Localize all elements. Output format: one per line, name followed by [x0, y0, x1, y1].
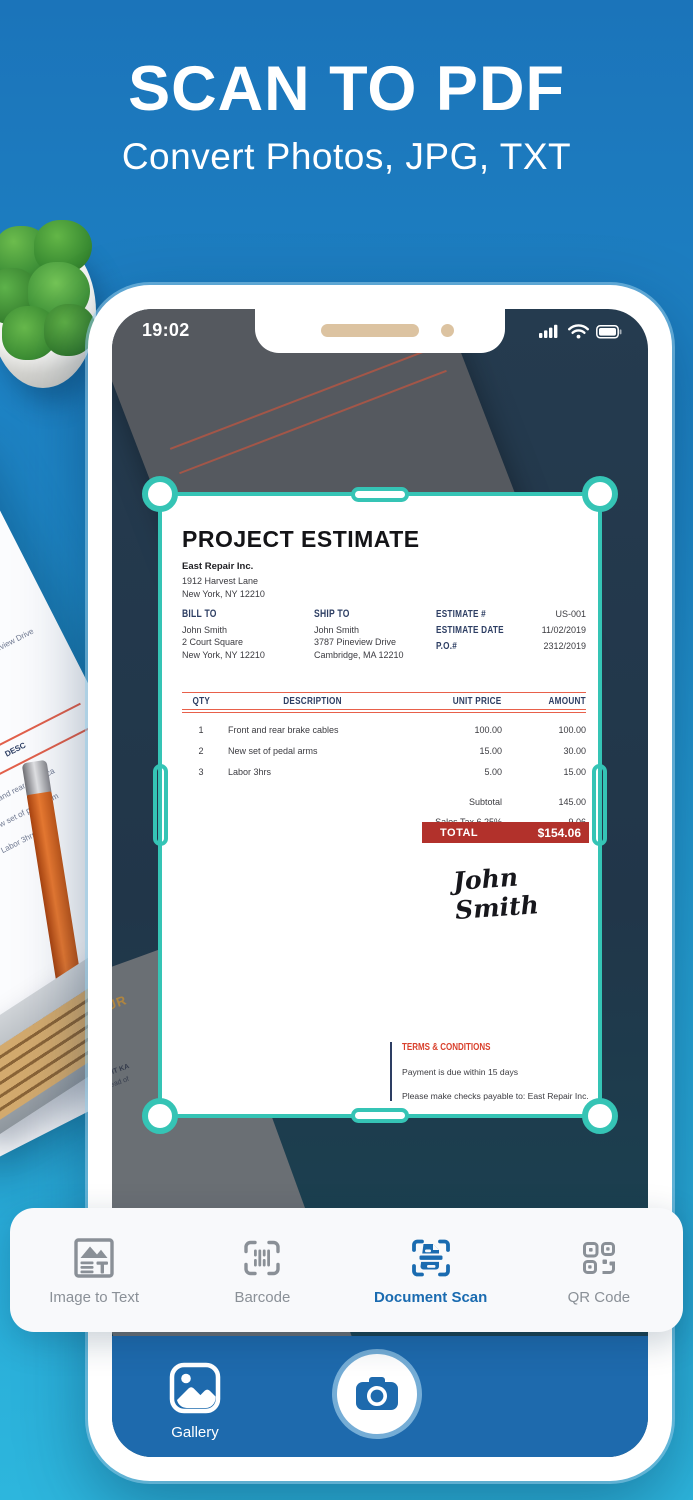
document-scan-icon [411, 1239, 450, 1276]
scan-handle-left[interactable] [153, 764, 168, 846]
status-time: 19:02 [142, 320, 190, 340]
tab-qr-code[interactable]: QR Code [515, 1208, 683, 1332]
headline: SCAN TO PDF Convert Photos, JPG, TXT [0, 56, 693, 178]
shutter-button[interactable] [337, 1354, 417, 1434]
estimate-meta: ESTIMATE # US-001 ESTIMATE DATE 11/02/2019… [436, 608, 586, 652]
wifi-icon [568, 324, 589, 339]
tab-barcode[interactable]: Barcode [178, 1208, 346, 1332]
tab-label: Barcode [234, 1288, 291, 1306]
front-camera [441, 324, 454, 337]
scan-handle-top-left[interactable] [142, 476, 178, 512]
barcode-icon [244, 1240, 281, 1275]
ship-to-block: SHIP TO John Smith 3787 Pineview Drive C… [314, 608, 404, 660]
tab-image-to-text[interactable]: Image to Text [10, 1208, 178, 1332]
potted-plant [0, 220, 114, 400]
page-subtitle: Convert Photos, JPG, TXT [121, 136, 572, 178]
tab-label: QR Code [567, 1288, 631, 1306]
gallery-icon [169, 1362, 221, 1414]
image-to-text-icon [74, 1237, 114, 1278]
scan-handle-right[interactable] [592, 764, 607, 846]
scan-handle-top-right[interactable] [582, 476, 618, 512]
scan-handle-bottom-left[interactable] [142, 1098, 178, 1134]
scan-handle-top[interactable] [351, 487, 409, 502]
camera-icon [356, 1377, 398, 1410]
scan-handle-bottom-right[interactable] [582, 1098, 618, 1134]
status-bar: 19:02 [112, 309, 648, 359]
table-header: QTY DESCRIPTION UNIT PRICE AMOUNT [182, 692, 586, 710]
table-row: 1 Front and rear brake cables 100.00 100… [198, 725, 586, 735]
company-block: East Repair Inc. 1912 Harvest Lane New Y… [182, 561, 265, 599]
terms-block: TERMS & CONDITIONS Payment is due within… [390, 1042, 589, 1101]
scanned-document: PROJECT ESTIMATE East Repair Inc. 1912 H… [162, 496, 598, 1114]
tab-label: Document Scan [373, 1288, 488, 1306]
gallery-label: Gallery [171, 1424, 219, 1441]
signal-icon [539, 324, 558, 338]
tab-document-scan[interactable]: Document Scan [347, 1208, 515, 1332]
table-row: 3 Labor 3hrs 5.00 15.00 [198, 767, 586, 777]
battery-icon [596, 324, 622, 339]
gallery-button[interactable] [168, 1361, 222, 1415]
subtotal-row: Subtotal 145.00 [468, 797, 586, 807]
total-bar: TOTAL $154.06 [422, 822, 589, 843]
table-row: 2 New set of pedal arms 15.00 30.00 [198, 746, 586, 756]
scan-handle-bottom[interactable] [351, 1108, 409, 1123]
scan-mode-tabbar: Image to Text Barcode [10, 1208, 683, 1332]
page-title: SCAN TO PDF [128, 54, 565, 124]
line-items-table: QTY DESCRIPTION UNIT PRICE AMOUNT 1 Fron… [182, 692, 586, 832]
tab-label: Image to Text [49, 1288, 140, 1306]
speaker-grille [321, 324, 419, 337]
bill-to-block: BILL TO John Smith 2 Court Square New Yo… [182, 608, 265, 660]
scan-selection[interactable]: PROJECT ESTIMATE East Repair Inc. 1912 H… [142, 476, 618, 1134]
signature: John Smith [452, 862, 540, 925]
phone-notch [255, 309, 505, 353]
qr-code-icon [582, 1241, 615, 1274]
document-title: PROJECT ESTIMATE [182, 526, 420, 552]
camera-control-bar: Gallery [112, 1336, 648, 1457]
